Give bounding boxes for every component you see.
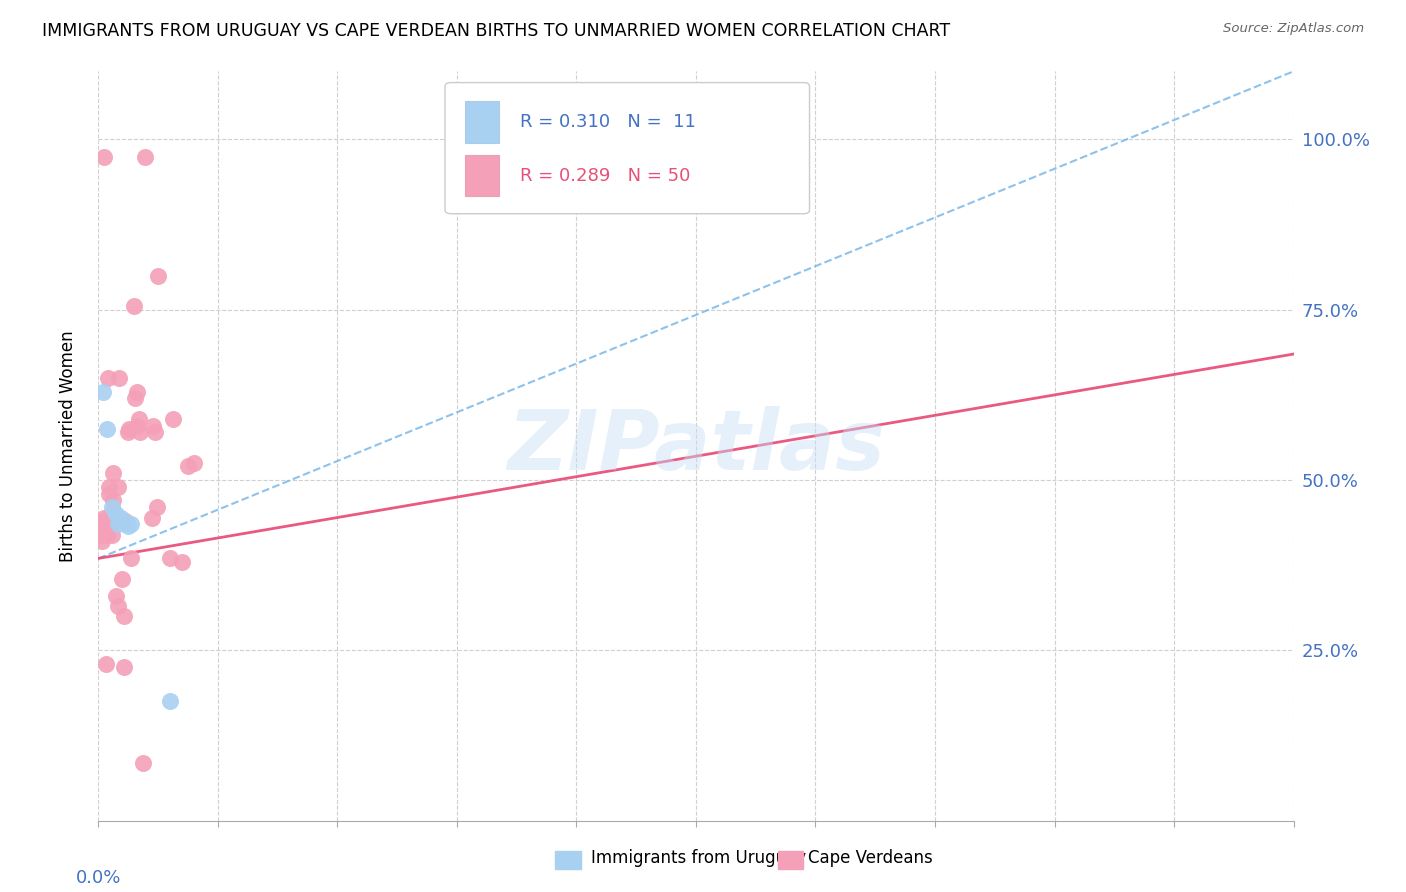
Point [124, 392, 146, 406]
Point [93, 510, 115, 524]
Text: 0.0%: 0.0% [76, 870, 121, 888]
Point [97, 486, 120, 500]
Point [143, 425, 166, 440]
Point [118, 422, 141, 436]
Point [120, 517, 142, 532]
Point [110, 510, 132, 524]
Point [96, 527, 118, 541]
Point [93, 149, 115, 163]
Point [117, 519, 139, 533]
Point [148, 268, 170, 283]
Text: R = 0.310   N =  11: R = 0.310 N = 11 [520, 113, 696, 131]
Point [107, 517, 129, 532]
Point [111, 514, 134, 528]
Point [141, 510, 163, 524]
Point [177, 459, 200, 474]
Text: Cape Verdeans: Cape Verdeans [808, 849, 934, 867]
Point [91, 384, 114, 399]
Point [114, 514, 136, 528]
Point [127, 418, 149, 433]
Point [97, 371, 120, 385]
Point [100, 510, 122, 524]
Point [112, 660, 135, 674]
Text: Source: ZipAtlas.com: Source: ZipAtlas.com [1223, 22, 1364, 36]
Text: Immigrants from Uruguay: Immigrants from Uruguay [591, 849, 806, 867]
Point [101, 527, 124, 541]
Point [96, 514, 118, 528]
Point [107, 599, 129, 613]
Point [101, 493, 124, 508]
Point [100, 507, 122, 521]
Point [120, 551, 142, 566]
Point [124, 299, 146, 313]
Point [91, 514, 114, 528]
Point [94, 657, 117, 671]
Point [91, 521, 114, 535]
Point [90, 527, 112, 541]
Point [125, 384, 148, 399]
Point [105, 589, 128, 603]
Point [132, 756, 155, 770]
Point [146, 500, 169, 515]
Point [108, 371, 131, 385]
Point [104, 514, 127, 528]
Point [162, 411, 184, 425]
Point [183, 456, 205, 470]
Point [103, 467, 125, 481]
FancyBboxPatch shape [465, 102, 499, 143]
Y-axis label: Births to Unmarried Women: Births to Unmarried Women [59, 330, 77, 562]
Point [172, 555, 194, 569]
Point [105, 507, 128, 521]
Point [96, 422, 118, 436]
Text: IMMIGRANTS FROM URUGUAY VS CAPE VERDEAN BIRTHS TO UNMARRIED WOMEN CORRELATION CH: IMMIGRANTS FROM URUGUAY VS CAPE VERDEAN … [42, 22, 950, 40]
Point [98, 480, 121, 494]
FancyBboxPatch shape [446, 83, 810, 214]
Point [129, 425, 152, 440]
Point [159, 694, 181, 708]
Point [112, 609, 135, 624]
Point [107, 480, 129, 494]
Point [117, 425, 139, 440]
Point [96, 521, 118, 535]
Point [111, 572, 134, 586]
Point [91, 534, 114, 549]
Text: ZIPatlas: ZIPatlas [508, 406, 884, 486]
Point [100, 500, 122, 515]
FancyBboxPatch shape [465, 155, 499, 196]
Point [93, 517, 115, 532]
Point [134, 149, 156, 163]
Point [115, 516, 138, 530]
Point [142, 418, 165, 433]
Text: R = 0.289   N = 50: R = 0.289 N = 50 [520, 167, 690, 185]
Point [128, 411, 150, 425]
Point [98, 517, 122, 532]
Point [159, 551, 181, 566]
